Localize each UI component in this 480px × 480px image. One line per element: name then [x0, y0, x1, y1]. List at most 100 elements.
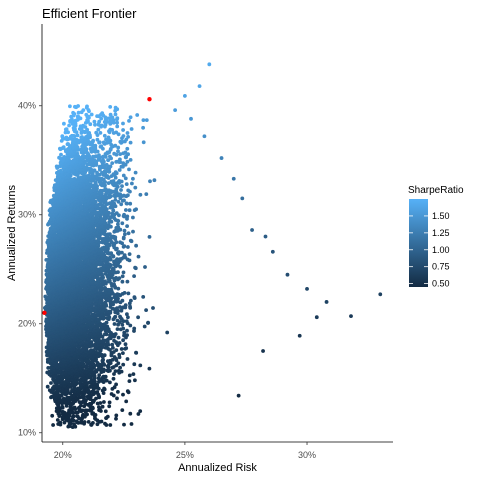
scatter-point [79, 419, 84, 423]
scatter-point [113, 369, 118, 373]
scatter-point [132, 295, 137, 299]
scatter-point [75, 414, 80, 419]
scatter-point [116, 390, 120, 394]
scatter-point [50, 413, 55, 418]
scatter-point [134, 243, 139, 248]
scatter-point [89, 423, 94, 427]
scatter-point [62, 410, 67, 415]
scatter-point [117, 341, 122, 345]
scatter-point [94, 396, 98, 401]
scatter-point [55, 418, 60, 422]
scatter-point [52, 384, 56, 389]
scatter-point [112, 322, 117, 326]
scatter-point [146, 320, 151, 325]
scatter-point [122, 333, 126, 338]
scatter-point [75, 420, 80, 425]
scatter-point [117, 352, 122, 357]
scatter-point [103, 409, 108, 414]
scatter-point [85, 408, 89, 413]
scatter-point [132, 326, 137, 331]
scatter-point [122, 253, 127, 258]
scatter-point [120, 279, 125, 284]
scatter-point [111, 346, 115, 350]
scatter-point [115, 396, 119, 401]
scatter-point [133, 378, 137, 383]
scatter-point [45, 384, 50, 389]
scatter-point [114, 413, 119, 418]
scatter-point [54, 406, 59, 411]
scatter-point [115, 327, 120, 331]
scatter-point [142, 324, 147, 329]
scatter-point [77, 400, 82, 404]
scatter-point [136, 412, 141, 416]
scatter-point [43, 294, 48, 299]
scatter-point [122, 422, 126, 427]
scatter-point [115, 257, 119, 262]
scatter-point [120, 408, 125, 412]
scatter-point [121, 326, 126, 331]
scatter-point [143, 265, 147, 269]
scatter-point [69, 406, 74, 410]
scatter-point [46, 366, 51, 370]
scatter-point [85, 412, 89, 417]
scatter-point [101, 338, 106, 342]
scatter-point [108, 423, 113, 427]
scatter-point [108, 255, 112, 260]
scatter-point [115, 306, 119, 310]
scatter-point [138, 409, 143, 413]
scatter-point [115, 318, 120, 323]
scatter-point [105, 368, 109, 373]
scatter-point [121, 362, 126, 367]
scatter-point [125, 389, 130, 394]
scatter-point [112, 385, 117, 390]
scatter-point [131, 372, 136, 376]
scatter-point [100, 404, 105, 409]
scatter-point [122, 291, 127, 295]
scatter-point [101, 357, 105, 362]
scatter-point [147, 366, 152, 371]
chart-title: Efficient Frontier [42, 6, 137, 21]
scatter-point [133, 265, 138, 270]
scatter-point [114, 348, 119, 352]
scatter-point [107, 404, 112, 409]
scatter-point [114, 416, 118, 421]
scatter-point [104, 320, 109, 325]
scatter-point [67, 419, 72, 424]
scatter-point [60, 404, 65, 409]
scatter-point [115, 292, 120, 296]
scatter-point [60, 415, 65, 420]
scatter-point [126, 245, 130, 249]
scatter-point [116, 361, 121, 366]
scatter-point [111, 376, 116, 381]
scatter-point [125, 357, 130, 361]
scatter-point [129, 298, 133, 303]
scatter-point [127, 252, 132, 256]
scatter-point [57, 406, 62, 411]
scatter-point [127, 373, 132, 378]
scatter-point [138, 363, 143, 368]
scatter-point [128, 238, 133, 243]
scatter-point [47, 388, 52, 393]
scatter-point [151, 306, 155, 310]
scatter-point [121, 351, 125, 355]
scatter-point [109, 392, 114, 396]
scatter-point [136, 254, 141, 259]
scatter-point [89, 348, 93, 352]
scatter-point [132, 274, 137, 278]
scatter-point [88, 404, 92, 409]
scatter-point [104, 378, 108, 383]
scatter-points [43, 104, 170, 429]
scatter-point [124, 399, 129, 404]
scatter-point [107, 400, 112, 405]
scatter-point [97, 373, 102, 377]
scatter-point [76, 386, 81, 391]
scatter-point [108, 380, 112, 385]
scatter-point [122, 330, 127, 335]
scatter-point [44, 317, 49, 322]
scatter-point [95, 422, 100, 427]
scatter-point [113, 314, 118, 319]
scatter-point [114, 382, 118, 387]
scatter-point [61, 396, 66, 401]
scatter-point [132, 362, 137, 367]
